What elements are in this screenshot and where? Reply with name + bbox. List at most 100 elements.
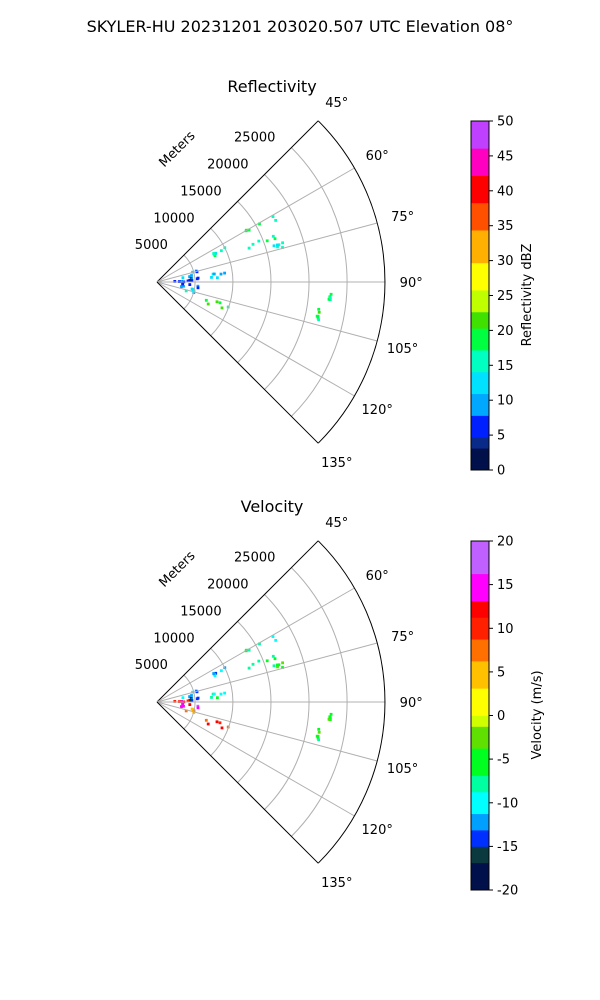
echo-gate xyxy=(315,314,319,318)
colorbar-tick-label: 40 xyxy=(497,184,514,199)
colorbar-swatch xyxy=(471,311,489,318)
echo-gate xyxy=(186,279,190,283)
echo-gate xyxy=(317,310,321,314)
colorbar-swatch xyxy=(471,300,489,307)
azimuth-tick-label: 60° xyxy=(366,149,389,164)
echo-gate xyxy=(220,726,224,730)
azimuth-gridline xyxy=(156,281,355,397)
echo-gate xyxy=(195,277,199,281)
colorbar-swatch xyxy=(471,595,489,602)
colorbar-swatch xyxy=(471,295,489,302)
echo-gate xyxy=(247,648,251,652)
colorbar-swatch xyxy=(471,415,489,422)
colorbar-tick-label: -20 xyxy=(497,884,518,899)
echo-gate xyxy=(273,237,277,241)
echo-gate xyxy=(220,669,223,673)
azimuth-tick-label: 75° xyxy=(391,630,414,645)
echo-gate xyxy=(196,284,200,288)
azimuth-tick-label: 90° xyxy=(400,276,423,291)
echo-gate xyxy=(251,662,255,666)
sector-edge xyxy=(156,120,319,283)
echo-gate xyxy=(210,276,213,279)
colorbar-swatch xyxy=(471,235,489,242)
echo-gate xyxy=(181,276,185,280)
colorbar-swatch xyxy=(471,726,489,733)
echo-gate xyxy=(223,691,226,695)
echo-gate xyxy=(220,306,224,310)
echo-gate xyxy=(271,215,275,218)
range-tick-label: 5000 xyxy=(135,238,168,253)
colorbar-swatch xyxy=(471,710,489,716)
azimuth-tick-label: 120° xyxy=(362,823,393,838)
colorbar-tick-label: 35 xyxy=(497,219,514,234)
colorbar-swatch xyxy=(471,862,489,869)
colorbar-tick-label: 25 xyxy=(497,289,514,304)
range-tick-label: 10000 xyxy=(153,211,194,226)
colorbar-swatch xyxy=(471,786,489,793)
echo-gate xyxy=(276,665,279,669)
echo-gate xyxy=(281,241,284,245)
echo-gate xyxy=(180,705,183,708)
colorbar-swatch xyxy=(471,622,489,629)
colorbar-swatch xyxy=(471,824,489,831)
colorbar-swatch xyxy=(471,857,489,864)
azimuth-tick-label: 45° xyxy=(325,96,348,111)
reflectivity-panel: Reflectivity 45° 60° 75° 90° 105° 120° 135° 500… xyxy=(135,77,423,471)
echo-gate xyxy=(220,249,223,253)
colorbar-swatch xyxy=(471,764,489,771)
colorbar-swatch xyxy=(471,240,489,247)
colorbar-swatch xyxy=(471,350,489,356)
echo-gate xyxy=(190,699,194,702)
colorbar-swatch xyxy=(471,202,489,209)
reflectivity-ticks: 45° 60° 75° 90° 105° 120° 135° 5000 10000 15000 20… xyxy=(135,96,423,471)
echo-gate xyxy=(190,707,194,711)
echo-gate xyxy=(329,712,333,716)
colorbar-swatch xyxy=(471,404,489,411)
colorbar-swatch xyxy=(471,546,489,553)
colorbar-tick-label: 10 xyxy=(497,394,514,409)
colorbar-swatch xyxy=(471,148,489,155)
reflectivity-colorbar: Reflectivity dBZ 0 5 10 15 20 25 30 35 40 45 50 xyxy=(470,115,535,479)
colorbar-tick-label: 30 xyxy=(497,254,514,269)
echo-gate xyxy=(327,297,331,301)
echo-gate xyxy=(182,704,185,708)
range-tick-label: 25000 xyxy=(234,131,275,146)
colorbar-swatch xyxy=(471,600,489,607)
azimuth-tick-label: 120° xyxy=(362,403,393,418)
figure-title: SKYLER-HU 20231201 203020.507 UTC Elevat… xyxy=(87,17,514,36)
colorbar-swatch xyxy=(471,230,489,236)
colorbar-tick-label: 20 xyxy=(497,324,514,339)
colorbar-swatch xyxy=(471,797,489,804)
colorbar-swatch xyxy=(471,262,489,269)
echo-gate xyxy=(329,292,333,296)
sector-edge xyxy=(156,701,319,864)
echo-gate xyxy=(271,654,275,658)
echo-gate xyxy=(188,703,192,706)
echo-gate xyxy=(247,246,251,250)
echo-gate xyxy=(216,696,219,700)
colorbar-swatch xyxy=(471,399,489,405)
colorbar-tick-label: -10 xyxy=(497,796,518,811)
colorbar-swatch xyxy=(471,317,489,324)
velocity-ticks: 45° 60° 75° 90° 105° 120° 135° 5000 10000 15000 20… xyxy=(135,516,423,891)
echo-gate xyxy=(327,717,331,721)
azimuth-gridline xyxy=(156,642,378,703)
colorbar-swatch xyxy=(471,639,489,646)
colorbar-swatch xyxy=(471,170,489,176)
echo-gate xyxy=(317,738,320,742)
echo-gate xyxy=(190,274,193,277)
colorbar-swatch xyxy=(471,617,489,624)
colorbar-swatch xyxy=(471,840,489,847)
echo-gate xyxy=(276,243,279,247)
colorbar-swatch xyxy=(471,382,489,389)
colorbar-swatch xyxy=(471,279,489,285)
echo-gate xyxy=(180,280,183,283)
echo-gate xyxy=(328,716,332,720)
echo-gate xyxy=(215,720,219,724)
echo-gate xyxy=(328,296,332,300)
echo-gate xyxy=(226,305,230,309)
colorbar-swatch xyxy=(471,873,489,880)
echo-gate xyxy=(204,298,208,302)
colorbar-swatch xyxy=(471,584,489,591)
echo-gate xyxy=(196,706,200,710)
